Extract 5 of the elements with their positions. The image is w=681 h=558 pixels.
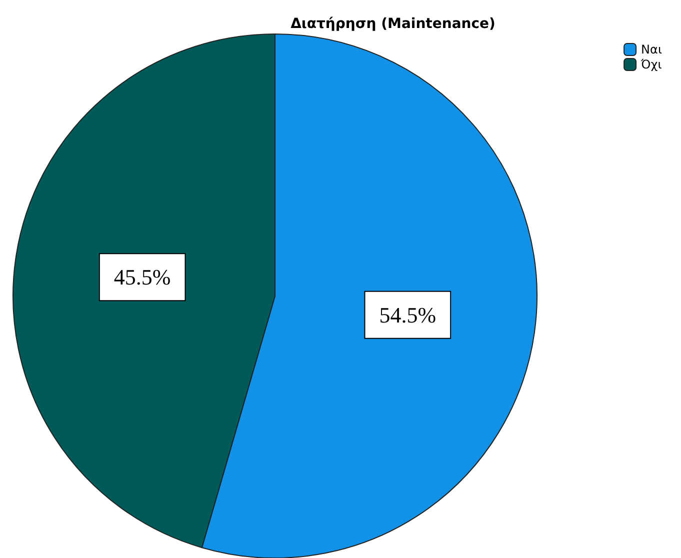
data-label: 54.5% [379, 302, 436, 328]
legend-label: Όχι [640, 58, 662, 72]
chart-title: Διατήρηση (Maintenance) [290, 16, 496, 32]
legend-label: Ναι [641, 42, 662, 56]
data-label: 45.5% [114, 264, 171, 290]
